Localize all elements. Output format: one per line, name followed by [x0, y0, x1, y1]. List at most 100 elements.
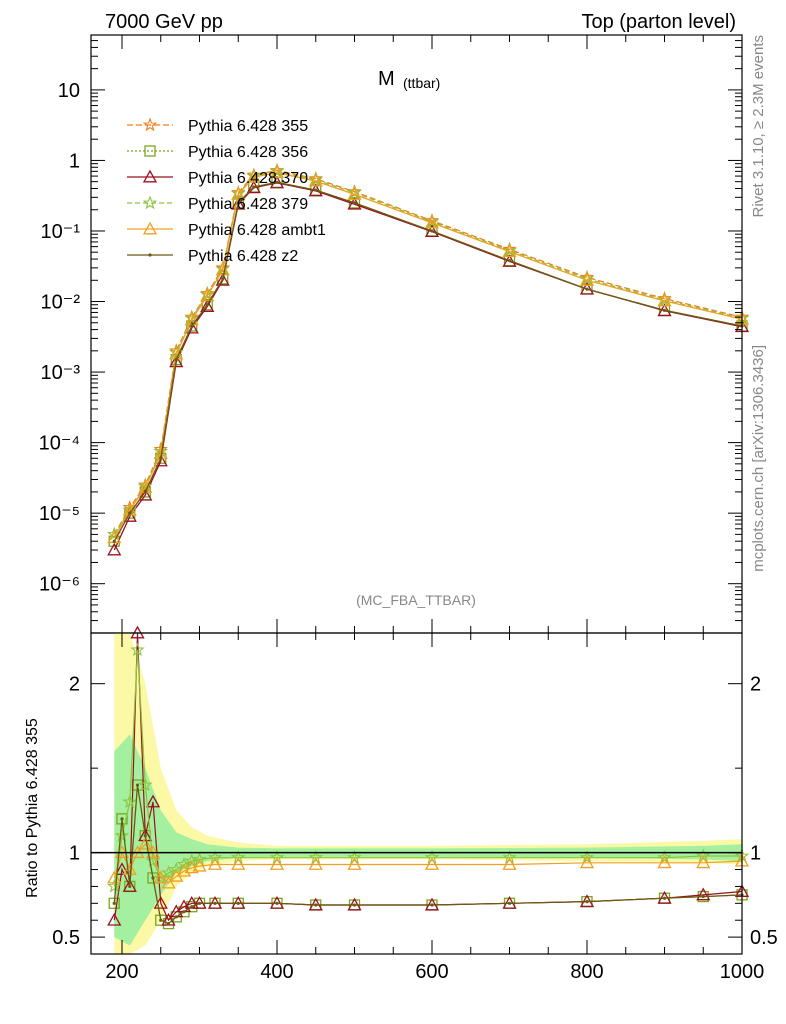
ratio-point-ambt1: [347, 857, 362, 870]
ratio-point-ambt1: [207, 857, 223, 870]
ratio-y-axis: 2 2 1 1 0.5 0.5: [52, 674, 778, 949]
ratio-point-z2: [128, 884, 132, 889]
data-point-z2: [221, 277, 225, 281]
ratio-point-370: [145, 794, 161, 808]
data-point-z2: [252, 185, 256, 189]
data-point-z2: [143, 490, 147, 494]
data-point-370: [424, 224, 440, 238]
y-tick-label: 10⁻³: [41, 362, 81, 384]
ratio-point-379: [122, 794, 138, 809]
data-point-z2: [352, 201, 357, 205]
ratio-point-370: [114, 862, 130, 875]
ratio-line-ambt1: [113, 843, 743, 884]
ratio-point-ambt1: [657, 855, 672, 869]
ratio-point-ambt1: [138, 836, 153, 850]
ratio-point-z2: [314, 903, 318, 907]
ratio-point-z2: [190, 905, 194, 909]
data-point-379: [269, 163, 285, 178]
data-point-z2: [236, 201, 240, 205]
header-left: 7000 GeV pp: [105, 11, 223, 33]
data-point-ambt1: [657, 293, 672, 307]
data-point-ambt1: [347, 187, 362, 200]
ratio-y-tick-label-right: 0.5: [750, 927, 778, 949]
ratio-point-370: [122, 879, 137, 892]
ratio-point-370: [696, 887, 711, 901]
legend-marker: [142, 169, 158, 183]
ratio-point-379: [207, 850, 223, 864]
legend: Pythia 6.428 355 Pythia 6.428 356 Pythia 6…: [127, 117, 326, 265]
ratio-point-ambt1: [424, 857, 440, 870]
side-label-upper: Rivet 3.1.10, ≥ 2.3M events: [750, 35, 767, 218]
legend-marker: [144, 145, 156, 157]
legend-marker: [142, 117, 158, 132]
ratio-point-z2: [159, 918, 163, 922]
ratio-point-ambt1: [308, 857, 323, 870]
data-point-379: [308, 172, 324, 186]
y-tick-label: 10⁻⁶: [39, 574, 80, 596]
ratio-point-370: [107, 912, 122, 926]
y-tick-label: 10⁻⁴: [39, 433, 80, 455]
ratio-panel: 2 2 1 1 0.5 0.5 200 400 600 800 1000 Ratio to Pyt…: [24, 625, 778, 983]
ratio-point-z2: [151, 876, 155, 880]
data-point-ambt1: [200, 288, 215, 302]
legend-entry: Pythia 6.428 370: [188, 170, 308, 187]
ratio-point-ambt1: [231, 857, 246, 870]
legend-entry: Pythia 6.428 ambt1: [188, 222, 326, 239]
header-right: Top (parton level): [581, 11, 736, 33]
data-point-z2: [314, 188, 318, 192]
data-point-z2: [585, 287, 589, 291]
data-point-379: [199, 287, 215, 301]
ratio-point-z2: [182, 910, 186, 914]
ratio-point-379: [502, 850, 517, 864]
series-line-z2: [113, 181, 743, 542]
ratio-y-tick-label-left: 1: [69, 843, 80, 865]
data-point-370: [308, 183, 323, 197]
x-tick-label: 1000: [720, 961, 765, 983]
main-title: M: [378, 68, 395, 90]
data-point-379: [246, 168, 262, 183]
ratio-x-axis: 200 400 600 800 1000: [105, 633, 764, 983]
y-tick-label: 10⁻¹: [41, 221, 81, 243]
main-panel: 10 1 10⁻¹ 10⁻² 10⁻³ 10⁻⁴ 10⁻⁵ 10⁻⁶ M (ttbar) (M…: [39, 34, 750, 634]
data-point-z2: [430, 229, 434, 233]
legend-entry: Pythia 6.428 356: [188, 144, 308, 161]
ratio-point-z2: [662, 896, 667, 900]
ratio-point-379: [192, 851, 207, 866]
ratio-point-379: [579, 850, 595, 864]
data-point-ambt1: [231, 187, 246, 200]
data-point-370: [200, 299, 215, 312]
data-point-z2: [112, 539, 116, 543]
ratio-point-379: [106, 878, 122, 893]
ratio-point-z2: [143, 834, 147, 838]
legend-entry: Pythia 6.428 z2: [188, 248, 298, 265]
ratio-point-379: [161, 865, 176, 880]
ratio-line-370: [113, 632, 743, 922]
data-point-370: [231, 196, 246, 210]
series-line-ambt1: [113, 172, 743, 538]
ratio-point-z2: [430, 903, 434, 907]
data-point-ambt1: [269, 165, 285, 179]
legend-entry: Pythia 6.428 379: [188, 196, 308, 213]
data-point-370: [138, 487, 153, 501]
ratio-point-z2: [236, 901, 240, 905]
data-point-ambt1: [246, 169, 261, 183]
ratio-y-tick-label-right: 1: [750, 843, 761, 865]
data-point-379: [424, 214, 440, 228]
ratio-point-ambt1: [192, 858, 207, 872]
legend-entry: Pythia 6.428 355: [188, 118, 308, 135]
x-tick-label: 400: [260, 961, 293, 983]
ratio-point-z2: [275, 901, 279, 905]
data-point-370: [215, 272, 230, 286]
ratio-point-ambt1: [269, 857, 285, 870]
data-point-ambt1: [502, 244, 517, 258]
ratio-point-z2: [112, 901, 116, 905]
ratio-point-ambt1: [122, 862, 137, 875]
x-tick-label: 600: [415, 961, 448, 983]
x-tick-label: 200: [105, 961, 138, 983]
side-label-lower: mcplots.cern.ch [arXiv:1306.3436]: [750, 345, 767, 572]
data-point-z2: [190, 324, 194, 328]
data-point-z2: [159, 456, 163, 460]
data-point-379: [579, 271, 595, 285]
ratio-frame: [90, 632, 743, 955]
data-point-z2: [205, 303, 209, 307]
